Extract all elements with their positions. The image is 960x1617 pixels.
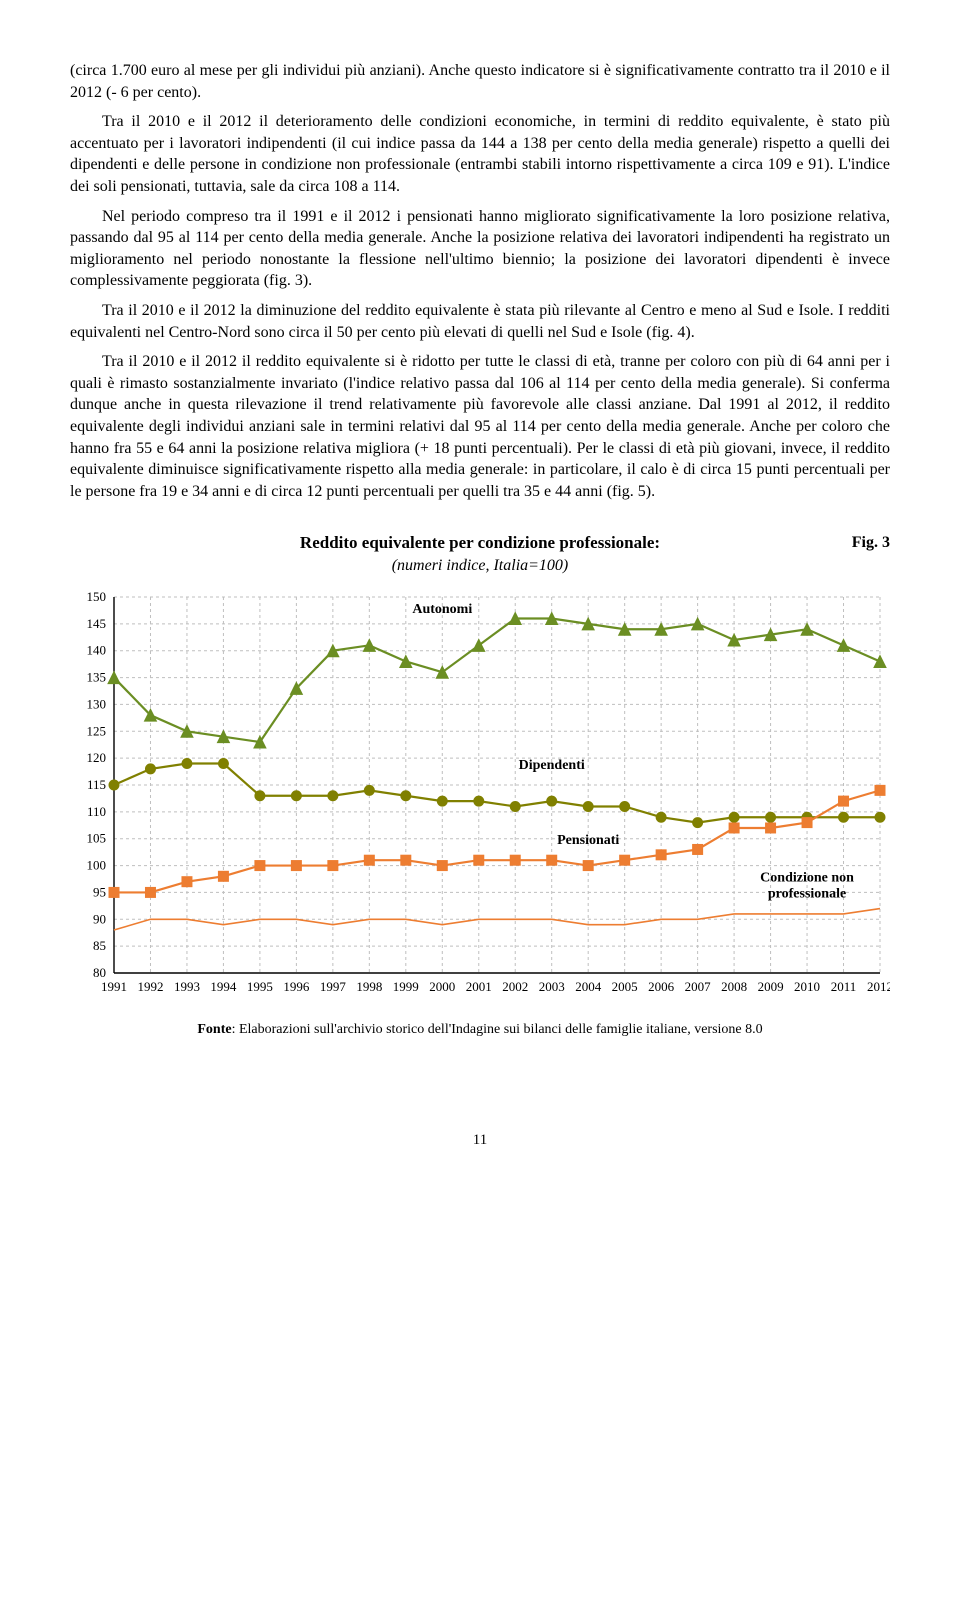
svg-text:2003: 2003 bbox=[539, 979, 565, 994]
svg-text:125: 125 bbox=[87, 723, 107, 738]
svg-text:2010: 2010 bbox=[794, 979, 820, 994]
figure-header: Fig. 3 Reddito equivalente per condizion… bbox=[70, 532, 890, 577]
figure-label: Fig. 3 bbox=[852, 532, 890, 554]
svg-text:Dipendenti: Dipendenti bbox=[519, 758, 585, 773]
svg-text:2001: 2001 bbox=[466, 979, 492, 994]
page-number: 11 bbox=[70, 1130, 890, 1150]
svg-text:150: 150 bbox=[87, 589, 107, 604]
svg-text:135: 135 bbox=[87, 669, 107, 684]
svg-text:1994: 1994 bbox=[210, 979, 237, 994]
svg-text:Pensionati: Pensionati bbox=[557, 833, 619, 848]
svg-text:1991: 1991 bbox=[101, 979, 127, 994]
svg-text:95: 95 bbox=[93, 884, 106, 899]
svg-text:105: 105 bbox=[87, 831, 107, 846]
svg-text:1993: 1993 bbox=[174, 979, 200, 994]
svg-text:2005: 2005 bbox=[612, 979, 638, 994]
paragraph-3: Nel periodo compreso tra il 1991 e il 20… bbox=[70, 206, 890, 292]
paragraph-4: Tra il 2010 e il 2012 la diminuzione del… bbox=[70, 300, 890, 343]
svg-text:professionale: professionale bbox=[768, 886, 846, 901]
paragraph-5: Tra il 2010 e il 2012 il reddito equival… bbox=[70, 351, 890, 502]
figure-chart: 80 85 90 95 100 105 110 115 120 125 130 135 140 145 15… bbox=[70, 587, 890, 1007]
svg-text:90: 90 bbox=[93, 911, 106, 926]
svg-text:Autonomi: Autonomi bbox=[412, 602, 472, 617]
paragraph-2: Tra il 2010 e il 2012 il deterioramento … bbox=[70, 111, 890, 197]
svg-text:1995: 1995 bbox=[247, 979, 273, 994]
svg-text:1999: 1999 bbox=[393, 979, 419, 994]
svg-text:120: 120 bbox=[87, 750, 107, 765]
svg-text:100: 100 bbox=[87, 857, 107, 872]
chart-svg: 80 85 90 95 100 105 110 115 120 125 130 135 140 145 15… bbox=[70, 587, 890, 1007]
paragraph-1: (circa 1.700 euro al mese per gli indivi… bbox=[70, 60, 890, 103]
svg-text:2008: 2008 bbox=[721, 979, 747, 994]
svg-text:2009: 2009 bbox=[758, 979, 784, 994]
figure-source: Fonte: Elaborazioni sull'archivio storic… bbox=[70, 1021, 890, 1040]
svg-text:130: 130 bbox=[87, 696, 107, 711]
svg-text:2004: 2004 bbox=[575, 979, 602, 994]
svg-text:Condizione non: Condizione non bbox=[760, 870, 854, 885]
svg-text:1998: 1998 bbox=[356, 979, 382, 994]
svg-text:145: 145 bbox=[87, 616, 107, 631]
svg-text:115: 115 bbox=[87, 777, 106, 792]
svg-text:2002: 2002 bbox=[502, 979, 528, 994]
svg-text:2007: 2007 bbox=[685, 979, 712, 994]
fonte-label: Fonte bbox=[197, 1022, 231, 1037]
svg-text:80: 80 bbox=[93, 965, 106, 980]
figure-subtitle: (numeri indice, Italia=100) bbox=[70, 555, 890, 577]
svg-text:140: 140 bbox=[87, 643, 107, 658]
svg-text:1996: 1996 bbox=[283, 979, 310, 994]
svg-text:1997: 1997 bbox=[320, 979, 347, 994]
svg-text:2011: 2011 bbox=[831, 979, 857, 994]
figure-title: Reddito equivalente per condizione profe… bbox=[70, 532, 890, 555]
fonte-text: : Elaborazioni sull'archivio storico del… bbox=[232, 1022, 763, 1037]
svg-text:85: 85 bbox=[93, 938, 106, 953]
figure-3-block: Fig. 3 Reddito equivalente per condizion… bbox=[70, 532, 890, 1039]
svg-text:1992: 1992 bbox=[137, 979, 163, 994]
svg-text:110: 110 bbox=[87, 804, 106, 819]
svg-text:2006: 2006 bbox=[648, 979, 675, 994]
svg-text:2000: 2000 bbox=[429, 979, 455, 994]
svg-text:2012: 2012 bbox=[867, 979, 890, 994]
